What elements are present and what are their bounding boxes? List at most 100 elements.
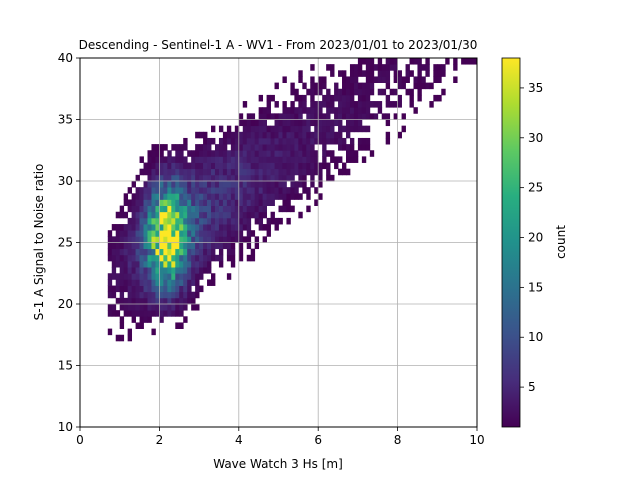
heatmap-cell	[226, 217, 232, 225]
heatmap-cell	[115, 242, 121, 250]
heatmap-cell	[226, 156, 232, 163]
heatmap-cell	[187, 211, 192, 219]
heatmap-cell	[207, 137, 212, 145]
heatmap-cell	[254, 181, 260, 188]
heatmap-cell	[318, 193, 323, 200]
heatmap-cell	[254, 137, 260, 145]
heatmap-cell	[107, 230, 113, 237]
heatmap-cell	[131, 181, 136, 188]
heatmap-cell	[143, 230, 148, 237]
heatmap-cell	[310, 131, 315, 139]
heatmap-cell	[135, 224, 140, 231]
heatmap-cell	[238, 144, 244, 151]
heatmap-cell	[139, 236, 144, 243]
heatmap-cell	[199, 199, 204, 206]
heatmap-cell	[429, 101, 434, 108]
heatmap-cell	[234, 156, 240, 163]
heatmap-cell	[207, 205, 212, 213]
heatmap-cell	[226, 242, 232, 250]
heatmap-cell	[473, 58, 477, 65]
heatmap-cell	[373, 101, 379, 108]
heatmap-cell	[179, 217, 184, 225]
heatmap-cell	[183, 193, 188, 200]
heatmap-cell	[115, 236, 121, 243]
heatmap-cell	[314, 119, 319, 127]
heatmap-cell	[207, 168, 212, 176]
heatmap-cell	[310, 137, 315, 145]
heatmap-cell	[365, 144, 371, 151]
heatmap-cell	[338, 144, 343, 151]
heatmap-cell	[262, 131, 267, 139]
heatmap-cell	[342, 162, 347, 170]
heatmap-cell	[147, 211, 152, 219]
heatmap-cell	[214, 236, 220, 243]
heatmap-cell	[147, 254, 152, 262]
heatmap-cell	[119, 304, 125, 311]
heatmap-cell	[274, 217, 279, 225]
heatmap-cell	[310, 150, 315, 157]
heatmap-cell	[131, 211, 136, 219]
heatmap-cell	[254, 242, 260, 250]
heatmap-cell	[218, 236, 224, 243]
heatmap-cell	[175, 224, 180, 231]
heatmap-cell	[159, 273, 164, 280]
heatmap-cell	[433, 94, 438, 102]
heatmap-cell	[246, 137, 252, 145]
heatmap-cell	[294, 94, 299, 102]
heatmap-cell	[179, 162, 184, 170]
heatmap-cell	[183, 137, 188, 145]
heatmap-cell	[238, 211, 244, 219]
heatmap-cell	[151, 297, 156, 305]
heatmap-cell	[234, 168, 240, 176]
heatmap-cell	[191, 236, 196, 243]
heatmap-cell	[274, 101, 279, 108]
heatmap-cell	[326, 64, 331, 71]
heatmap-cell	[171, 279, 176, 286]
heatmap-cell	[397, 131, 402, 139]
heatmap-cell	[214, 254, 220, 262]
heatmap-cell	[159, 174, 164, 182]
heatmap-cell	[207, 199, 212, 206]
heatmap-cell	[234, 224, 240, 231]
heatmap-cell	[218, 254, 224, 262]
heatmap-cell	[270, 144, 275, 151]
heatmap-cell	[238, 113, 244, 120]
heatmap-cell	[262, 150, 267, 157]
heatmap-cell	[322, 144, 327, 151]
heatmap-cell	[211, 168, 216, 176]
heatmap-cell	[151, 187, 156, 194]
heatmap-cell	[115, 230, 121, 237]
heatmap-cell	[187, 205, 192, 213]
heatmap-cell	[365, 82, 371, 90]
heatmap-cell	[222, 236, 228, 243]
heatmap-cell	[214, 193, 220, 200]
heatmap-cell	[135, 211, 140, 219]
heatmap-cell	[167, 236, 172, 243]
heatmap-cell	[119, 291, 125, 299]
heatmap-cell	[179, 224, 184, 231]
heatmap-cell	[385, 119, 391, 127]
heatmap-cell	[143, 260, 148, 268]
heatmap-cell	[175, 285, 180, 293]
heatmap-cell	[159, 150, 164, 157]
heatmap-cell	[179, 291, 184, 299]
heatmap-cell	[119, 273, 125, 280]
heatmap-cell	[353, 64, 359, 71]
heatmap-cell	[345, 168, 351, 176]
heatmap-cell	[151, 291, 156, 299]
heatmap-cell	[306, 119, 311, 127]
heatmap-cell	[417, 76, 422, 83]
y-tick-label: 20	[58, 297, 73, 311]
heatmap-cell	[147, 279, 152, 286]
heatmap-cell	[127, 187, 133, 194]
heatmap-cell	[127, 267, 133, 274]
heatmap-cell	[345, 131, 351, 139]
heatmap-cell	[151, 236, 156, 243]
heatmap-cell	[254, 187, 260, 194]
heatmap-cell	[326, 101, 331, 108]
heatmap-cell	[123, 224, 129, 231]
heatmap-cell	[159, 199, 164, 206]
heatmap-cell	[131, 273, 136, 280]
heatmap-cell	[290, 82, 295, 90]
heatmap-cell	[274, 119, 279, 127]
